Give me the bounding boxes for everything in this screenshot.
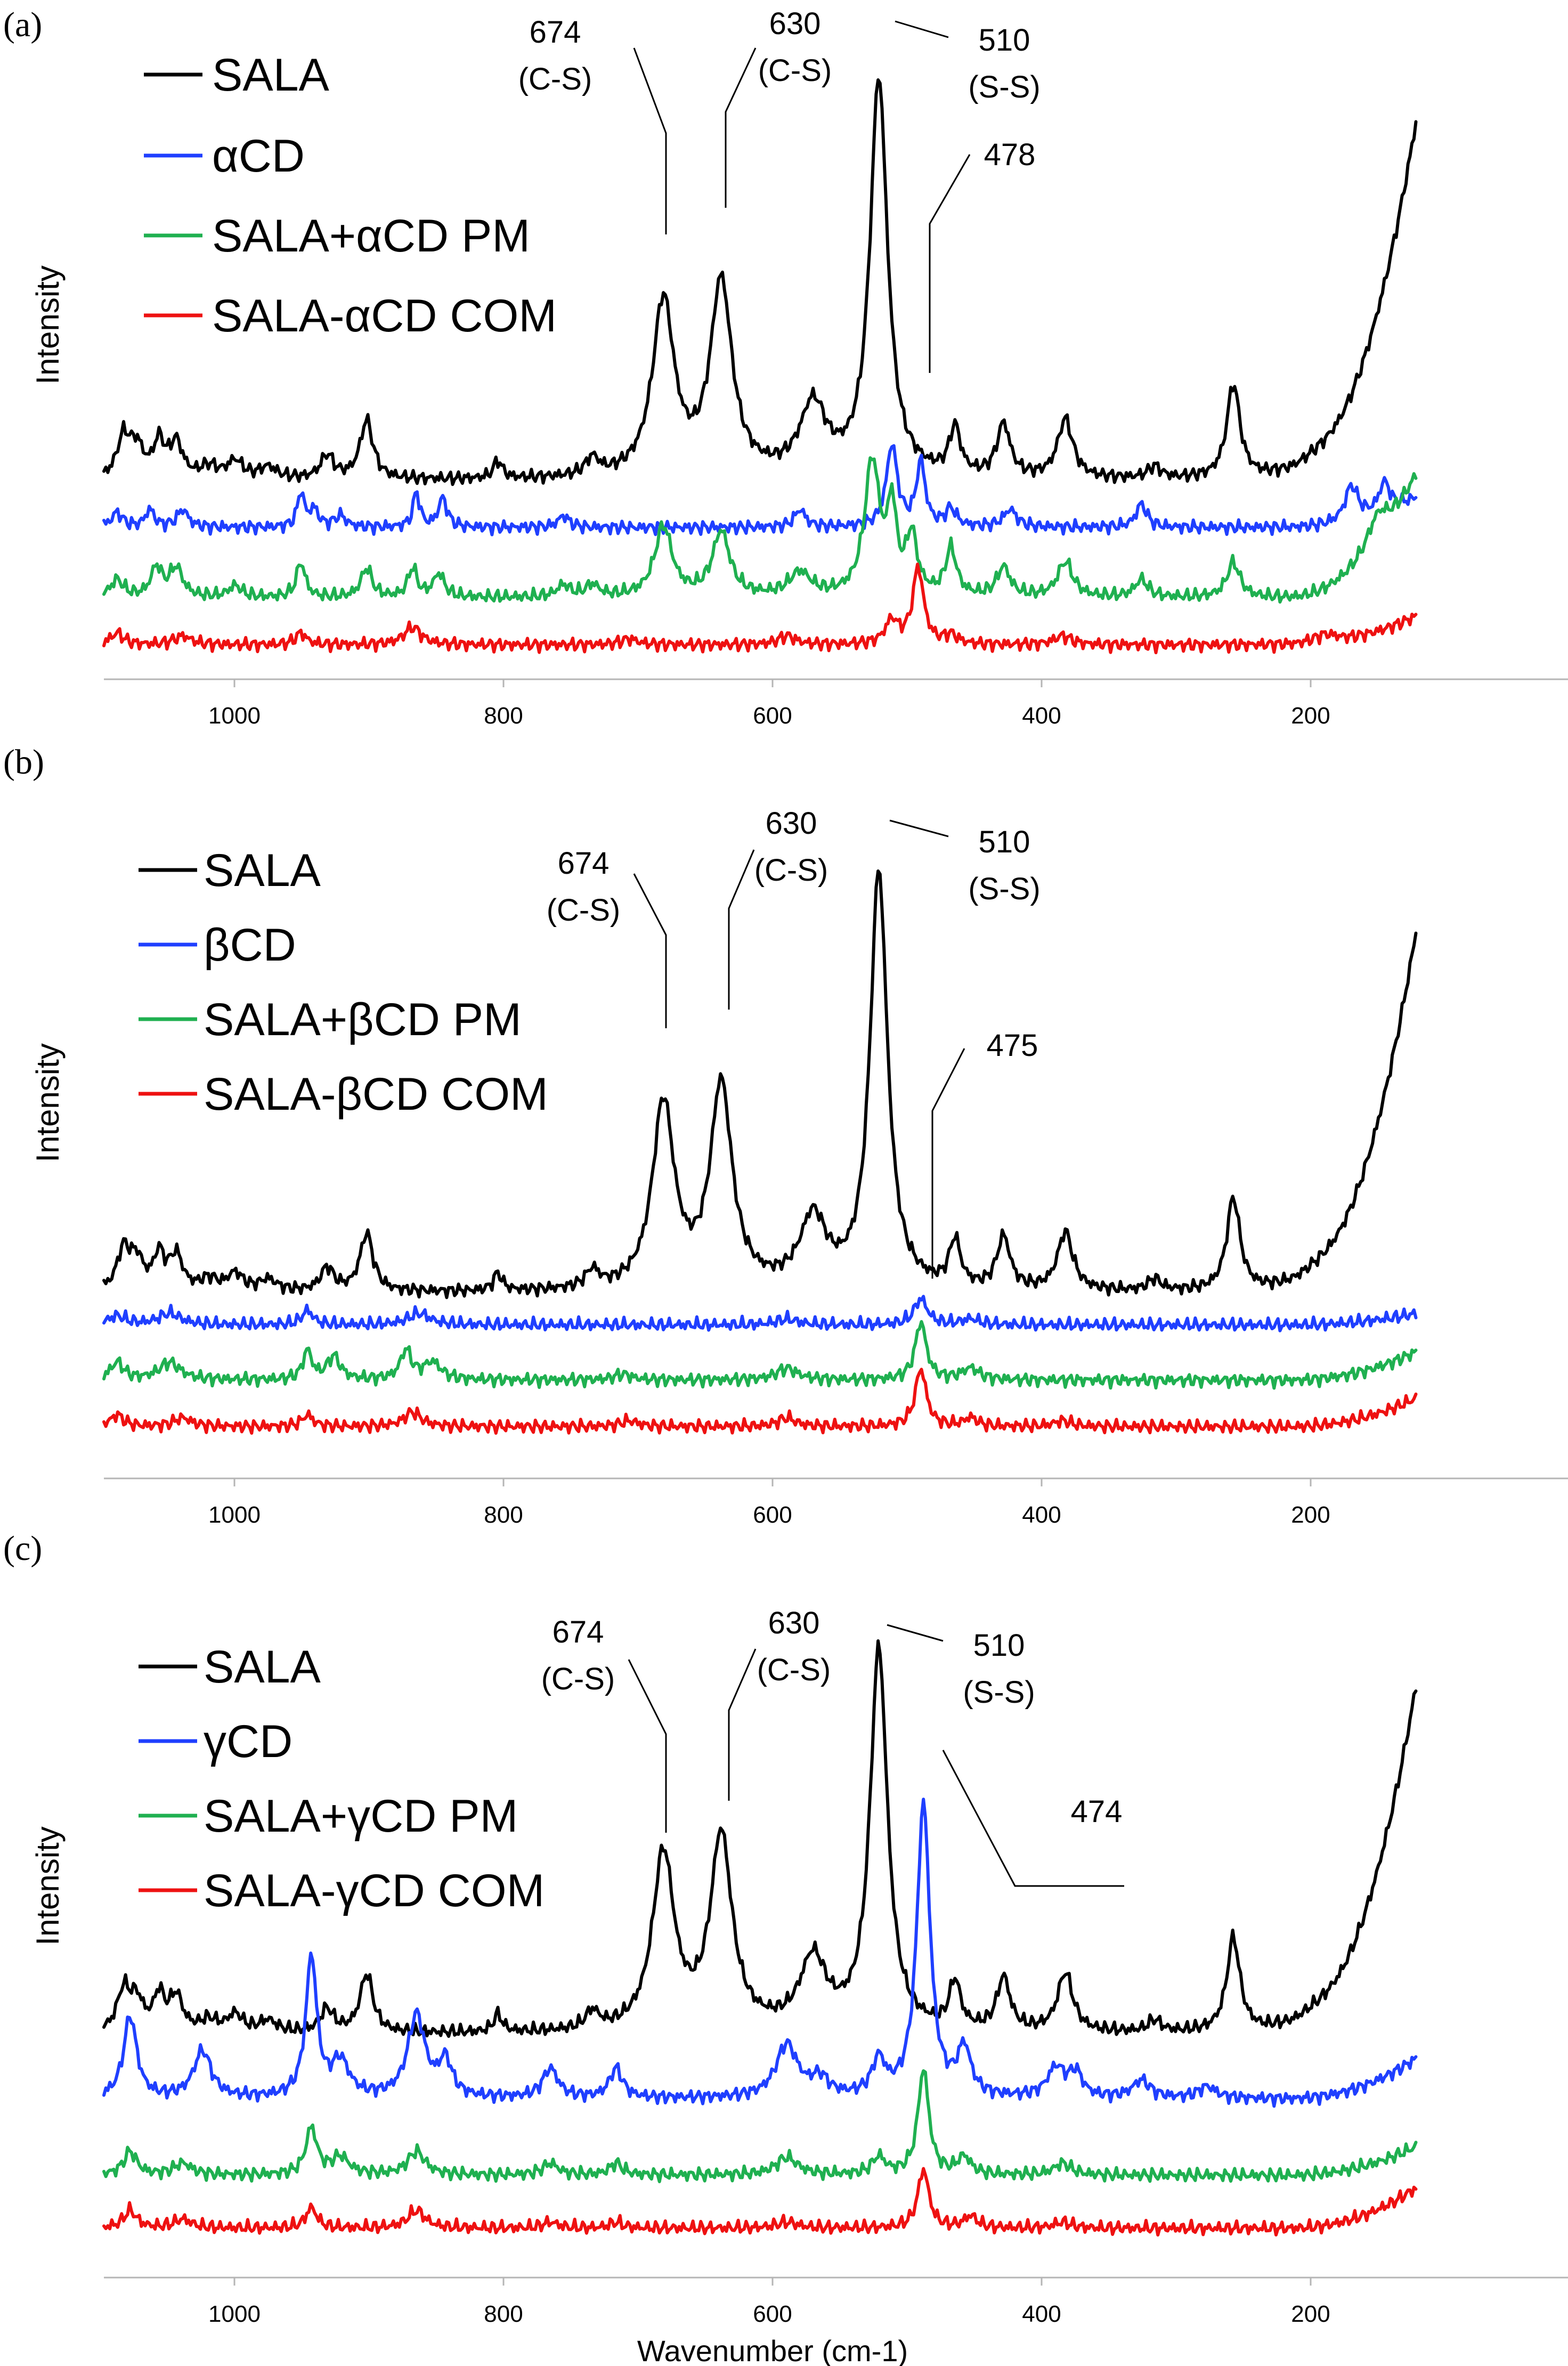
- cd-trace: [102, 444, 1418, 536]
- x-tick-label: 200: [1291, 1502, 1330, 1528]
- complex-trace: [102, 2167, 1418, 2237]
- annotation-value: 510: [973, 1628, 1025, 1663]
- physical-mixture-trace: [102, 2069, 1418, 2183]
- legend: SALA βCD SALA+βCD PM SALA-βCD COM: [139, 845, 548, 1120]
- annotation-leader: [725, 47, 757, 208]
- x-axis: 1000 800 600 400 200: [104, 1477, 1568, 1528]
- peak-annotations: 674 (C-S) 630 (C-S) 510 (S-S) 474: [541, 1606, 1124, 1887]
- legend-label: SALA: [204, 845, 321, 896]
- complex-trace: [102, 563, 1418, 654]
- legend: SALA γCD SALA+γCD PM SALA-γCD COM: [139, 1641, 545, 1916]
- annotation-value: 630: [766, 806, 817, 841]
- y-axis-label: Intensity: [30, 265, 66, 384]
- x-axis-ticks: 1000 800 600 400 200: [208, 2278, 1330, 2327]
- annotation-value: 510: [979, 23, 1030, 58]
- annotation-leader: [728, 849, 755, 1010]
- panel-a: (a) Intensity SALA αCD SALA+αCD PM SALA-…: [3, 5, 1568, 729]
- annotation-subtitle: (S-S): [963, 1675, 1035, 1710]
- legend-label: βCD: [204, 920, 296, 971]
- annotation-value: 510: [979, 825, 1030, 859]
- sala-trace: [102, 78, 1418, 486]
- panel-label: (b): [3, 743, 44, 782]
- plot-area: [102, 1639, 1418, 2237]
- annotation-subtitle: (S-S): [968, 70, 1040, 104]
- x-axis-label: Wavenumber (cm-1): [637, 2334, 908, 2366]
- legend-label: αCD: [212, 131, 305, 182]
- sala-trace: [102, 869, 1418, 1299]
- peak-annotations: 674 (C-S) 630 (C-S) 510 (S-S) 478: [518, 6, 1041, 373]
- legend: SALA αCD SALA+αCD PM SALA-αCD COM: [144, 50, 557, 342]
- x-tick-label: 400: [1022, 1502, 1061, 1528]
- annotation-leader: [942, 1750, 1124, 1887]
- sala-trace: [102, 1639, 1418, 2038]
- annotation-subtitle: (C-S): [757, 1653, 831, 1687]
- legend-label: SALA-αCD COM: [212, 290, 557, 342]
- x-tick-label: 600: [753, 703, 792, 729]
- x-axis: 1000 800 600 400 200: [104, 2276, 1568, 2327]
- x-tick-label: 1000: [208, 2301, 261, 2327]
- annotation-value: 674: [553, 1615, 604, 1649]
- annotation-leader: [889, 819, 949, 838]
- x-axis-ticks: 1000 800 600 400 200: [208, 1478, 1330, 1528]
- annotation-subtitle: (C-S): [754, 853, 828, 888]
- x-tick-label: 1000: [208, 703, 261, 729]
- physical-mixture-trace: [102, 1320, 1418, 1390]
- legend-label: SALA+βCD PM: [204, 994, 522, 1045]
- annotation-leader: [895, 20, 949, 38]
- panel-label: (a): [3, 5, 42, 44]
- annotation-value: 474: [1071, 1794, 1123, 1829]
- legend-label: γCD: [204, 1716, 293, 1767]
- plot-area: [102, 78, 1418, 654]
- annotation-leader: [633, 47, 667, 234]
- x-tick-label: 400: [1022, 703, 1061, 729]
- annotation-value: 475: [987, 1028, 1038, 1063]
- physical-mixture-trace: [102, 456, 1418, 604]
- annotation-subtitle: (C-S): [518, 62, 592, 96]
- legend-label: SALA: [204, 1641, 321, 1693]
- annotation-subtitle: (S-S): [968, 872, 1040, 906]
- x-axis-ticks: 1000 800 600 400 200: [208, 679, 1330, 729]
- legend-label: SALA-βCD COM: [204, 1069, 548, 1120]
- annotation-leader: [929, 154, 971, 373]
- legend-label: SALA-γCD COM: [204, 1865, 545, 1916]
- legend-label: SALA: [212, 50, 330, 101]
- peak-annotations: 674 (C-S) 630 (C-S) 510 (S-S) 475: [547, 806, 1041, 1279]
- annotation-leader: [628, 1659, 667, 1833]
- annotation-subtitle: (C-S): [758, 53, 832, 88]
- plot-area: [102, 869, 1418, 1435]
- annotation-value: 674: [558, 846, 610, 881]
- cd-trace: [102, 1295, 1418, 1332]
- annotation-value: 478: [984, 137, 1036, 172]
- annotation-leader: [887, 1624, 944, 1642]
- x-tick-label: 200: [1291, 2301, 1330, 2327]
- x-tick-label: 800: [484, 2301, 523, 2327]
- legend-label: SALA+αCD PM: [212, 210, 530, 262]
- y-axis-label: Intensity: [30, 1043, 66, 1162]
- complex-trace: [102, 1368, 1418, 1435]
- annotation-leader: [931, 1048, 965, 1279]
- x-tick-label: 400: [1022, 2301, 1061, 2327]
- annotation-subtitle: (C-S): [541, 1662, 615, 1696]
- x-tick-label: 600: [753, 2301, 792, 2327]
- annotation-subtitle: (C-S): [547, 893, 621, 928]
- cd-trace: [102, 1798, 1418, 2108]
- y-axis-label: Intensity: [30, 1826, 66, 1945]
- annotation-value: 630: [769, 6, 821, 41]
- panel-b: (b) Intensity SALA βCD SALA+βCD PM SALA-…: [3, 743, 1568, 1528]
- x-tick-label: 200: [1291, 703, 1330, 729]
- panel-label: (c): [3, 1529, 42, 1568]
- x-tick-label: 600: [753, 1502, 792, 1528]
- x-axis: 1000 800 600 400 200: [104, 678, 1568, 729]
- x-tick-label: 1000: [208, 1502, 261, 1528]
- annotation-leader: [728, 1648, 757, 1801]
- x-tick-label: 800: [484, 1502, 523, 1528]
- annotation-value: 674: [530, 15, 581, 50]
- annotation-leader: [633, 873, 667, 1028]
- x-tick-label: 800: [484, 703, 523, 729]
- annotation-value: 630: [768, 1606, 820, 1640]
- legend-label: SALA+γCD PM: [204, 1791, 518, 1842]
- panel-c: (c) Intensity SALA γCD SALA+γCD PM SALA-…: [3, 1529, 1568, 2366]
